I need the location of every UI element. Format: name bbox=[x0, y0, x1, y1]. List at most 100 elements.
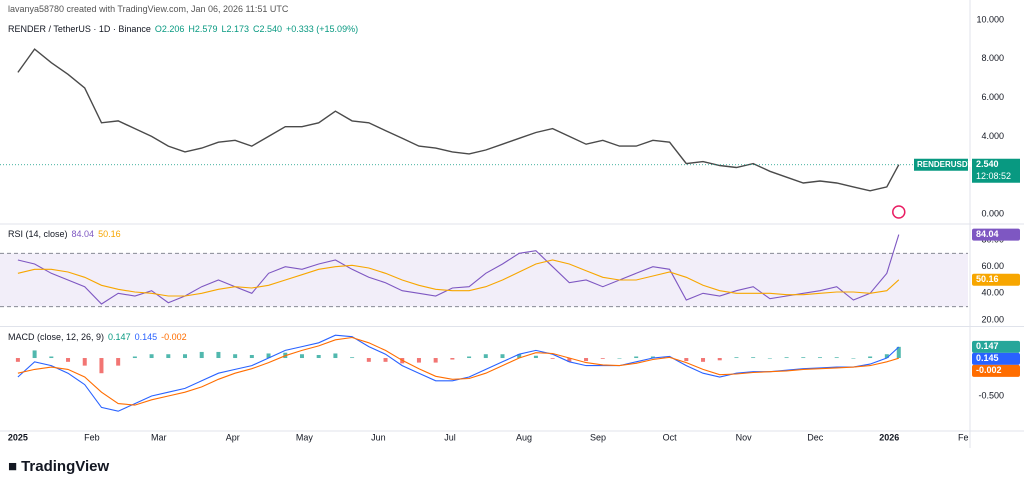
histogram-bar bbox=[199, 351, 204, 359]
histogram-bar bbox=[467, 356, 472, 359]
last-value-box bbox=[972, 228, 1020, 241]
y-tick-label: 60.00 bbox=[981, 261, 1004, 271]
histogram-bar bbox=[868, 356, 873, 359]
y-tick-label: 6.000 bbox=[981, 92, 1004, 102]
histogram-bar bbox=[316, 354, 321, 359]
histogram-bar bbox=[483, 354, 488, 359]
histogram-bar bbox=[383, 358, 388, 362]
last-value-box bbox=[972, 273, 1020, 286]
hist-value: 0.147 bbox=[108, 332, 131, 342]
histogram-bar bbox=[49, 356, 54, 359]
histogram-bar bbox=[233, 354, 238, 359]
last-value-label: 50.16 bbox=[976, 274, 999, 284]
price-box bbox=[972, 158, 1020, 183]
histogram-bar bbox=[66, 358, 71, 362]
histogram-bar bbox=[650, 356, 655, 359]
brand-text: TradingView bbox=[21, 458, 110, 475]
histogram-bar bbox=[82, 358, 87, 366]
rsi-legend: RSI (14, close) 84.04 50.16 bbox=[8, 229, 121, 239]
histogram-bar bbox=[634, 356, 639, 359]
x-tick-label: Feb bbox=[84, 432, 100, 442]
histogram-bar bbox=[784, 357, 789, 359]
histogram-bar bbox=[817, 357, 822, 359]
histogram-bar bbox=[249, 354, 254, 359]
y-tick-label: -0.500 bbox=[978, 390, 1004, 400]
series-line bbox=[17, 336, 899, 406]
high: H2.579 bbox=[188, 24, 218, 34]
histogram-bar bbox=[433, 358, 438, 363]
y-tick-label: 4.000 bbox=[981, 131, 1004, 141]
histogram-bar bbox=[32, 350, 37, 359]
x-tick-label: 2025 bbox=[8, 432, 28, 442]
last-value-label: -0.002 bbox=[976, 365, 1002, 375]
last-value-box bbox=[972, 364, 1020, 377]
histogram-bar bbox=[299, 354, 304, 359]
histogram-bar bbox=[216, 351, 221, 359]
histogram-bar bbox=[751, 357, 756, 359]
last-value-box bbox=[972, 352, 1020, 365]
histogram-bar bbox=[333, 353, 338, 359]
histogram-bar bbox=[266, 353, 271, 359]
y-tick-label: 8.000 bbox=[981, 53, 1004, 63]
symbol: RENDER / TetherUS · 1D · Binance bbox=[8, 24, 151, 34]
histogram-bar bbox=[99, 358, 104, 374]
histogram-bar bbox=[584, 358, 589, 362]
histogram-bar bbox=[166, 354, 171, 359]
y-tick-label: 10.000 bbox=[976, 14, 1004, 24]
macd-value: 0.145 bbox=[134, 332, 158, 342]
x-tick-label: Dec bbox=[807, 432, 824, 442]
histogram-bar bbox=[183, 354, 188, 359]
x-tick-label: Mar bbox=[151, 432, 167, 442]
x-tick-label: 2026 bbox=[879, 432, 899, 442]
rsi-ma-value: 50.16 bbox=[98, 229, 121, 239]
histogram-bar bbox=[550, 358, 555, 359]
open: O2.206 bbox=[154, 24, 185, 34]
macd-title: MACD (close, 12, 26, 9) bbox=[8, 332, 105, 342]
last-value-box bbox=[972, 340, 1020, 353]
event-icon bbox=[892, 205, 906, 219]
histogram-bar bbox=[717, 358, 722, 361]
x-tick-label: May bbox=[296, 432, 314, 442]
histogram-bar bbox=[567, 358, 572, 362]
credit: lavanya58780 created with TradingView.co… bbox=[8, 4, 289, 14]
histogram-bar bbox=[149, 354, 154, 359]
histogram-bar bbox=[701, 358, 706, 362]
macd-legend: MACD (close, 12, 26, 9) 0.147 0.145 -0.0… bbox=[8, 332, 187, 342]
histogram-bar bbox=[896, 346, 901, 359]
last-value-label: 0.147 bbox=[976, 341, 999, 351]
rsi-band bbox=[0, 253, 968, 307]
histogram-bar bbox=[500, 354, 505, 359]
x-tick-label: Jul bbox=[444, 432, 456, 442]
histogram-bar bbox=[684, 358, 689, 362]
x-tick-label: Nov bbox=[736, 432, 753, 442]
histogram-bar bbox=[734, 357, 739, 359]
series-line bbox=[17, 234, 900, 305]
price-label: 2.540 bbox=[976, 159, 999, 169]
histogram-bar bbox=[600, 358, 605, 359]
y-tick-label: 20.00 bbox=[981, 314, 1004, 324]
x-tick-label: Fe bbox=[958, 432, 969, 442]
histogram-bar bbox=[617, 358, 622, 359]
histogram-bar bbox=[450, 358, 455, 360]
x-tick-label: Oct bbox=[663, 432, 678, 442]
x-tick-label: Apr bbox=[226, 432, 240, 442]
series-line bbox=[17, 259, 900, 297]
histogram-bar bbox=[15, 358, 20, 362]
histogram-bar bbox=[517, 354, 522, 359]
histogram-bar bbox=[132, 356, 137, 359]
series-line bbox=[17, 48, 900, 192]
x-tick-label: Sep bbox=[590, 432, 606, 442]
rsi-title: RSI (14, close) bbox=[8, 229, 68, 239]
rsi-value: 84.04 bbox=[71, 229, 95, 239]
y-tick-label: 0.000 bbox=[981, 208, 1004, 218]
histogram-bar bbox=[851, 358, 856, 359]
histogram-bar bbox=[801, 357, 806, 359]
histogram-bar bbox=[533, 355, 538, 359]
x-tick-label: Aug bbox=[516, 432, 532, 442]
x-tick-label: Jun bbox=[371, 432, 386, 442]
histogram-bar bbox=[366, 358, 371, 362]
brand: ■ TradingView bbox=[8, 458, 110, 475]
histogram-bar bbox=[767, 358, 772, 359]
